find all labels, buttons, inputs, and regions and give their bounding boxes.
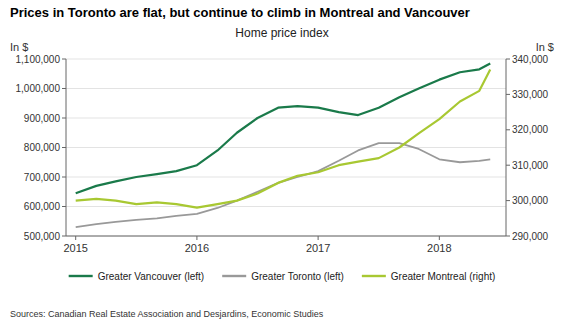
x-tick-label: 2018: [427, 242, 451, 254]
y2-tick: [506, 200, 510, 201]
x-tick-label: 2016: [185, 242, 209, 254]
grid-line: [66, 59, 506, 60]
y2-tick: [506, 236, 510, 237]
x-axis-line: [66, 236, 506, 237]
y2-tick-label: 310,000: [512, 160, 549, 171]
legend-item: Greater Toronto (left): [222, 271, 344, 282]
y-tick-label: 700,000: [24, 172, 61, 183]
grid-line: [66, 88, 506, 89]
series-line: [76, 70, 491, 208]
y2-tick: [506, 94, 510, 95]
y2-tick: [506, 129, 510, 130]
series-line: [76, 63, 491, 193]
legend-label: Greater Vancouver (left): [98, 271, 205, 282]
grid-line: [66, 147, 506, 148]
title-line: Prices in Toronto are flat, but continue…: [10, 5, 470, 20]
series-line: [76, 143, 491, 227]
y-tick: [62, 236, 66, 237]
y-tick-label: 900,000: [24, 113, 61, 124]
y-tick: [62, 118, 66, 119]
y2-tick-label: 300,000: [512, 195, 549, 206]
legend-item: Greater Montreal (right): [362, 271, 495, 282]
y-tick: [62, 88, 66, 89]
y-axis-label: In $: [10, 41, 28, 53]
grid-line: [66, 236, 506, 237]
y2-tick-label: 340,000: [512, 54, 549, 65]
y2-tick-label: 330,000: [512, 89, 549, 100]
source-note: Sources: Canadian Real Estate Associatio…: [10, 309, 324, 319]
y-tick: [62, 59, 66, 60]
y-tick-label: 500,000: [24, 231, 61, 242]
y-tick-label: 1,100,000: [16, 54, 61, 65]
x-tick-label: 2015: [63, 242, 87, 254]
legend-item: Greater Vancouver (left): [69, 271, 205, 282]
legend: Greater Vancouver (left) Greater Toronto …: [69, 271, 496, 282]
plot-area: [76, 63, 491, 227]
y2-axis-label: In $: [536, 41, 554, 53]
y-tick-label: 800,000: [24, 142, 61, 153]
x-tick: [318, 236, 319, 240]
y-tick: [62, 147, 66, 148]
y2-axis-line: [506, 59, 507, 236]
y-tick-label: 1,000,000: [16, 83, 61, 94]
subtitle: Home price index: [235, 26, 328, 40]
y2-tick: [506, 165, 510, 166]
y-tick: [62, 177, 66, 178]
legend-label: Greater Toronto (left): [251, 271, 344, 282]
y2-tick-label: 320,000: [512, 124, 549, 135]
grid-line: [66, 206, 506, 207]
legend-swatch: [222, 275, 246, 277]
legend-swatch: [362, 275, 386, 277]
x-tick-label: 2017: [306, 242, 330, 254]
legend-label: Greater Montreal (right): [391, 271, 495, 282]
title: Prices in Toronto are flat, but continue…: [10, 5, 470, 20]
y2-tick-label: 290,000: [512, 231, 549, 242]
legend-swatch: [69, 275, 93, 277]
y-tick-label: 600,000: [24, 201, 61, 212]
x-tick: [75, 236, 76, 240]
x-tick: [196, 236, 197, 240]
y-axis-line: [66, 59, 67, 236]
y2-tick: [506, 59, 510, 60]
y-tick: [62, 206, 66, 207]
x-tick: [439, 236, 440, 240]
chart: Prices in Toronto are flat, but continue…: [0, 0, 564, 325]
